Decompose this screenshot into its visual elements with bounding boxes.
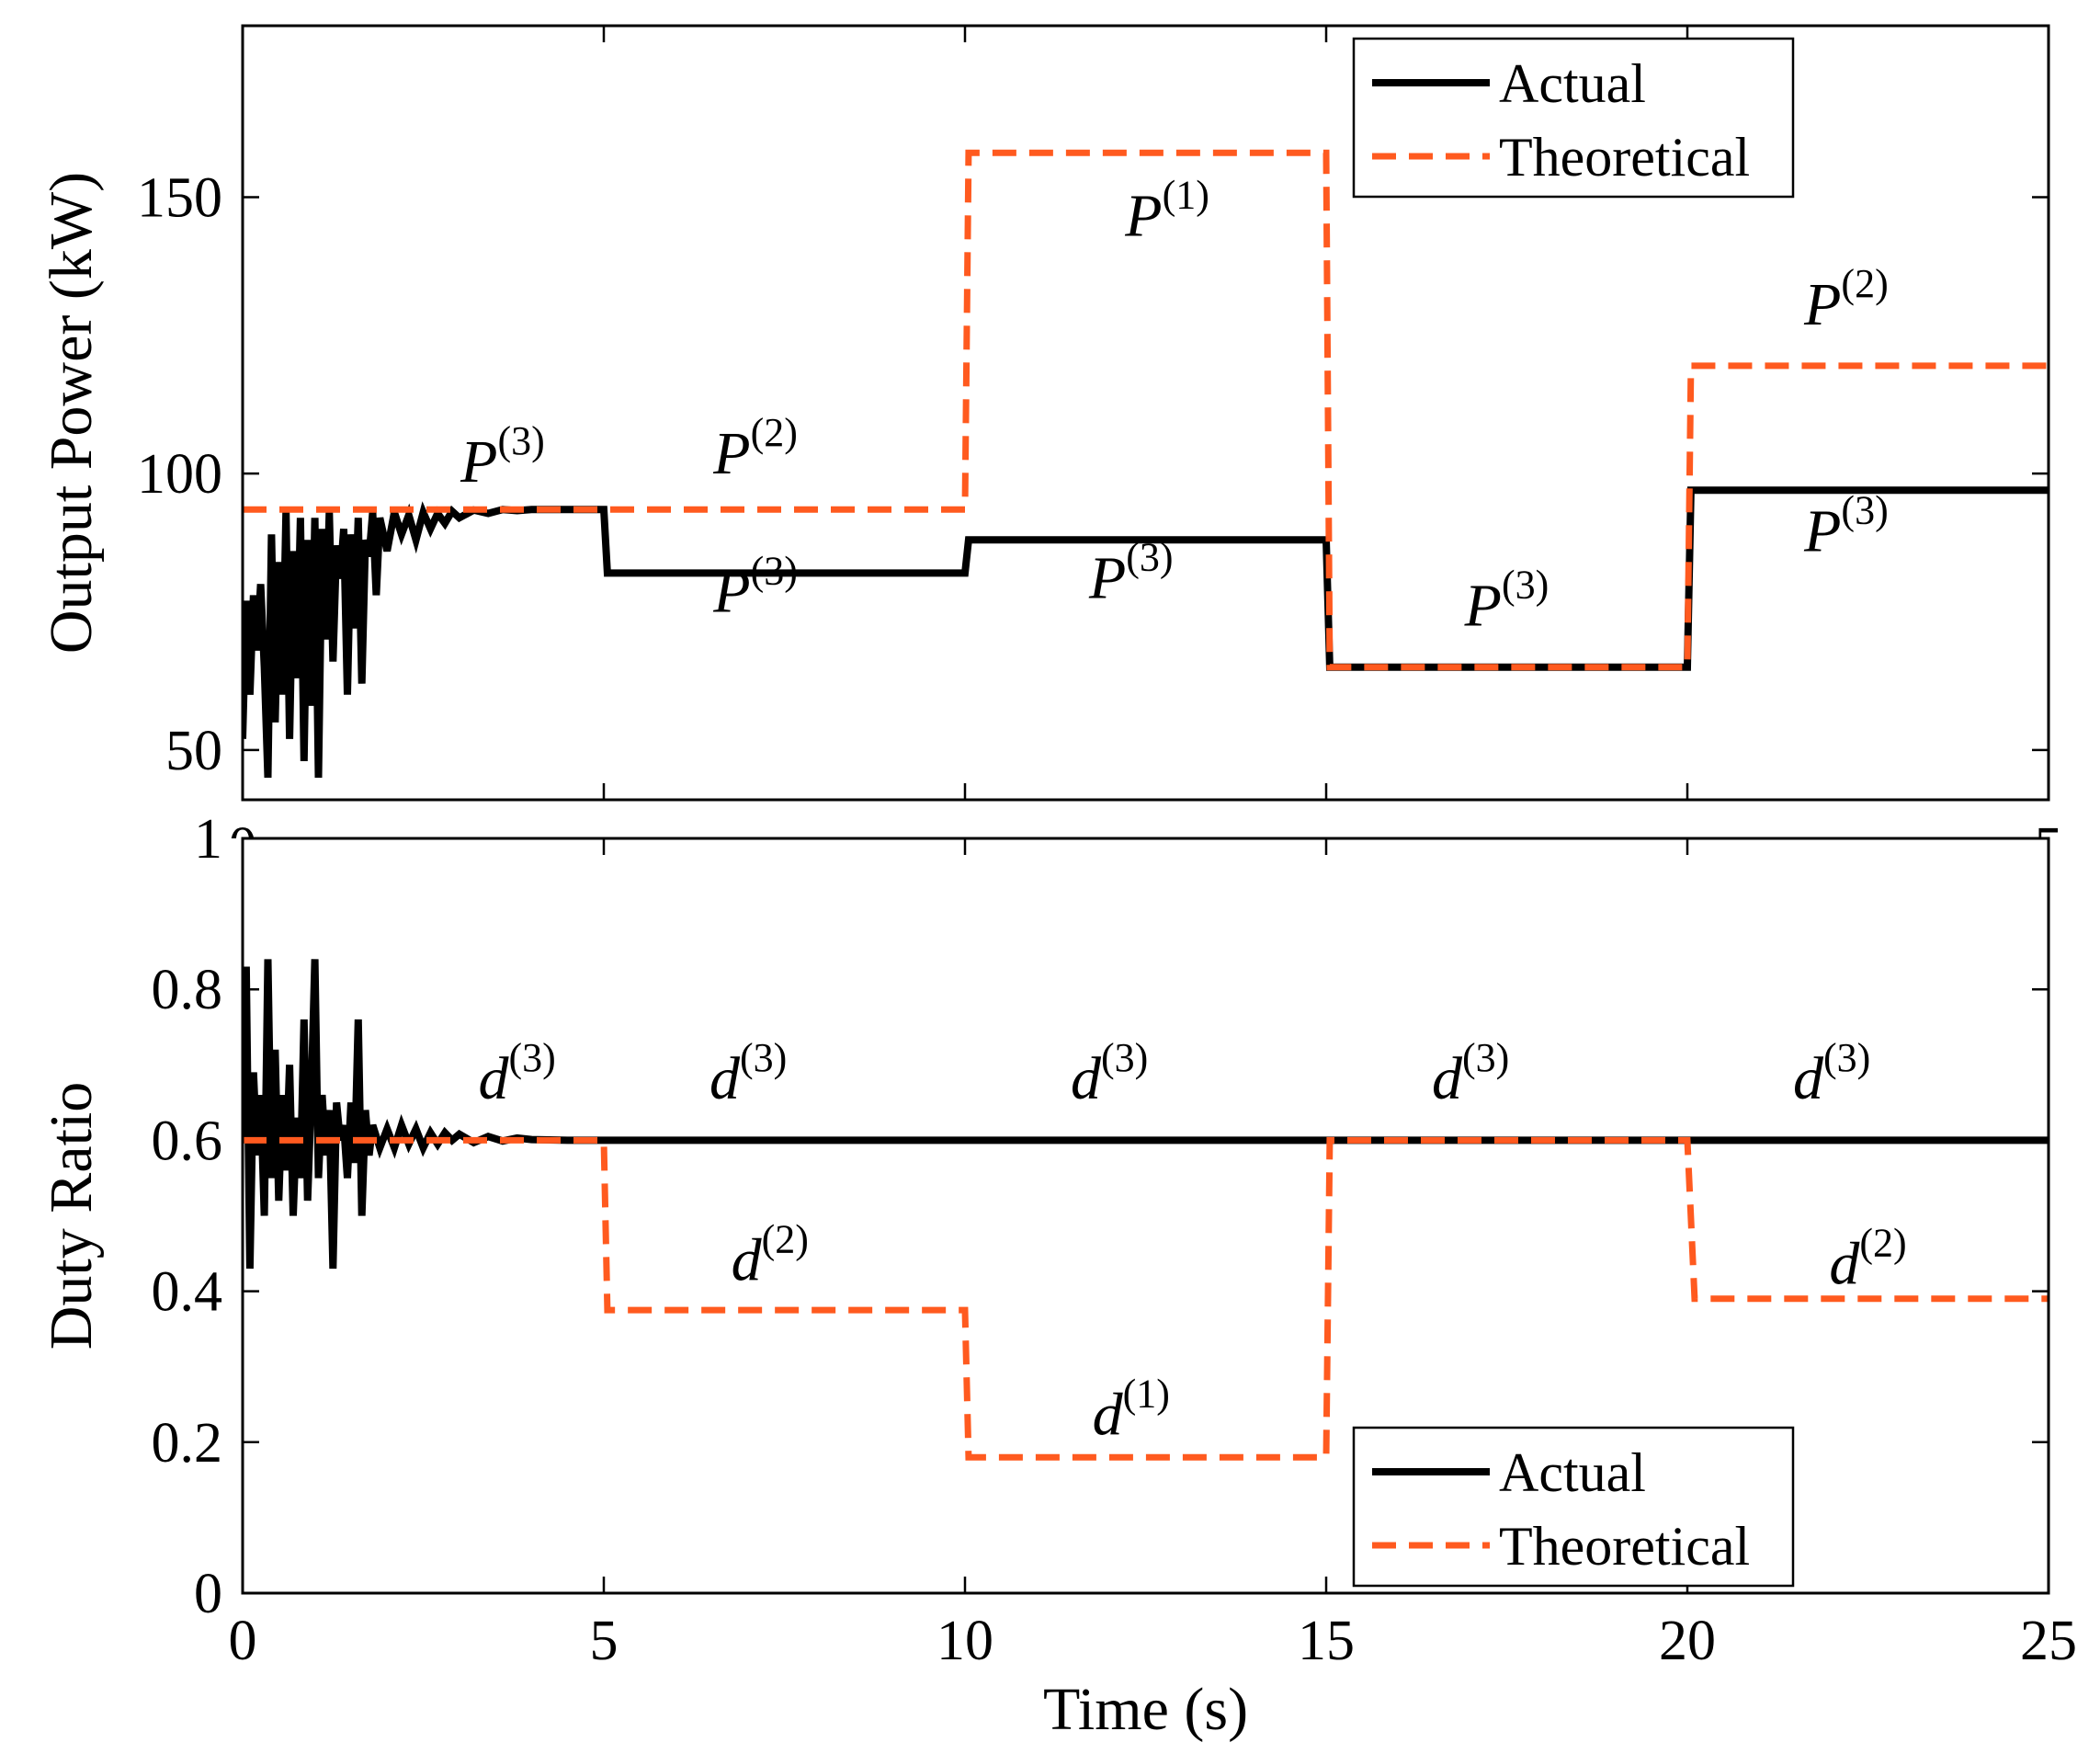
annotation-P-3: P(3) xyxy=(1803,487,1889,564)
annotation-P-2: P(2) xyxy=(712,410,798,487)
y-tick-label: 0 xyxy=(194,1563,222,1625)
x-tick-label: 5 xyxy=(590,1610,619,1672)
x-tick-label: 0 xyxy=(229,1610,257,1672)
series-power-theoretical xyxy=(243,149,2049,671)
y-tick-label: 100 xyxy=(137,443,222,506)
legend-box xyxy=(1352,37,1795,199)
legend-label-theoretical: Theoretical xyxy=(1499,127,1750,188)
axes-frame-power xyxy=(241,24,2050,802)
annotation-d-3: d(3) xyxy=(709,1035,787,1112)
y-tick-label: 0.4 xyxy=(152,1261,223,1324)
x-tick-label: 25 xyxy=(2020,1610,2077,1672)
duty-ratio-panel: 0 5 10 15 20 25 0 0.2 0.4 0.6 0.8 1 d(3) d(3) d(3) d(3)… xyxy=(38,808,2077,1743)
legend-label-actual: Actual xyxy=(1499,53,1646,114)
annotation-d-3: d(3) xyxy=(1793,1035,1870,1112)
clipped-x-tick-label: 5 xyxy=(2035,816,2063,879)
y-axis-label: Duty Ratio xyxy=(38,1082,105,1350)
annotation-d-2: d(2) xyxy=(1829,1220,1906,1297)
series-duty-actual xyxy=(243,959,2049,1270)
y-tick-label: 50 xyxy=(165,720,222,782)
legend-duty: Actual Theoretical xyxy=(1352,1426,1795,1588)
y-tick-label: 0.8 xyxy=(152,959,223,1021)
y-tick-label: 0.2 xyxy=(152,1412,223,1475)
legend-label-theoretical: Theoretical xyxy=(1499,1516,1750,1577)
annotation-P-2: P(2) xyxy=(1803,261,1889,338)
legend-label-actual: Actual xyxy=(1499,1442,1646,1503)
y-tick-label: 1 xyxy=(194,808,222,871)
annotation-d-1: d(1) xyxy=(1093,1372,1170,1449)
axes-frame-duty xyxy=(241,837,2050,1595)
series-duty-theoretical xyxy=(243,1136,2049,1461)
y-axis-label: Output Power (kW) xyxy=(38,172,105,654)
annotation-P-3: P(3) xyxy=(712,549,798,626)
series-power-actual xyxy=(243,486,2049,779)
annotation-d-3: d(3) xyxy=(1071,1035,1148,1112)
annotation-P-3: P(3) xyxy=(1464,563,1549,640)
x-axis-label: Time (s) xyxy=(1043,1676,1248,1743)
legend-box xyxy=(1352,1426,1795,1588)
y-tick-label: 0.6 xyxy=(152,1110,223,1172)
annotation-P-3: P(3) xyxy=(460,418,545,495)
annotation-d-2: d(2) xyxy=(732,1216,809,1293)
y-tick-label: 150 xyxy=(137,166,222,229)
x-tick-label: 20 xyxy=(1659,1610,1716,1672)
x-tick-label: 15 xyxy=(1298,1610,1355,1672)
legend-power: Actual Theoretical xyxy=(1352,37,1795,199)
annotation-d-3: d(3) xyxy=(479,1035,556,1112)
x-tick-label: 10 xyxy=(936,1610,993,1672)
annotation-d-3: d(3) xyxy=(1432,1035,1509,1112)
annotation-P-3: P(3) xyxy=(1088,534,1174,611)
clipped-x-tick-label: 0 xyxy=(229,816,257,879)
annotation-P-1: P(1) xyxy=(1124,173,1209,250)
